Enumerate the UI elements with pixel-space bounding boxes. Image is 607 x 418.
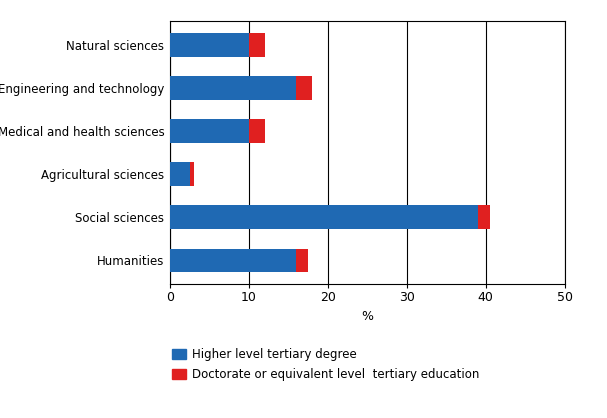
Legend: Higher level tertiary degree, Doctorate or equivalent level  tertiary education: Higher level tertiary degree, Doctorate … — [172, 348, 480, 381]
Bar — [170, 205, 478, 229]
Bar — [170, 162, 189, 186]
Bar — [170, 33, 249, 56]
Bar — [170, 249, 296, 272]
X-axis label: %: % — [361, 310, 373, 323]
Bar — [249, 33, 265, 56]
Bar — [478, 205, 489, 229]
Bar — [296, 76, 312, 100]
Bar — [249, 119, 265, 143]
Bar — [296, 249, 308, 272]
Bar — [189, 162, 194, 186]
Bar — [170, 76, 296, 100]
Bar — [170, 119, 249, 143]
